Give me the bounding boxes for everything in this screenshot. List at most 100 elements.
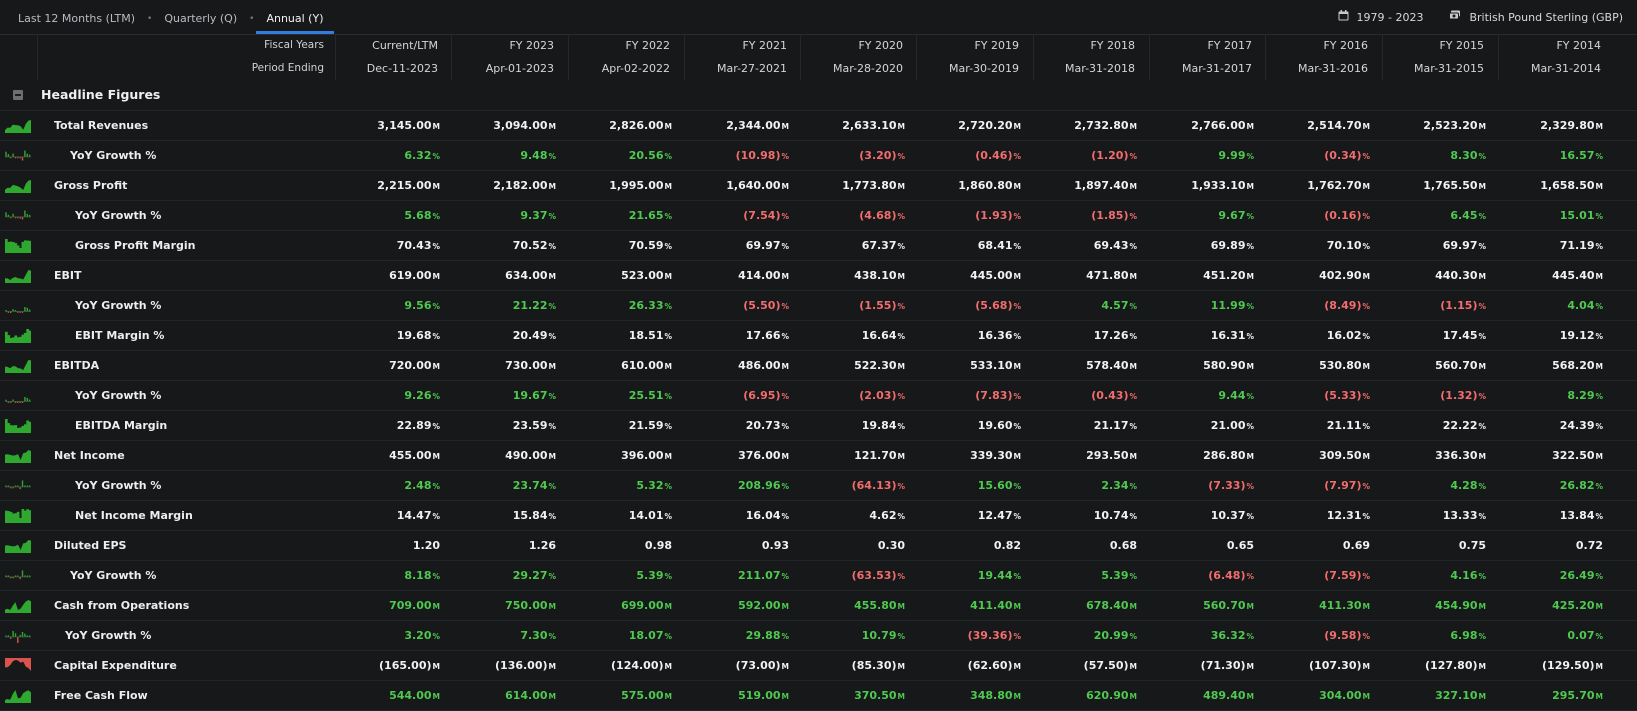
table-row[interactable]: YoY Growth % 5.68% 9.37% 21.65% (7.54)% (4.68…: [0, 201, 1637, 231]
value-cell: 370.50M: [795, 681, 905, 711]
value-cell: 19.44%: [911, 561, 1021, 591]
value-number: 414.00: [738, 269, 781, 282]
table-row[interactable]: Net Income Margin 14.47% 15.84% 14.01% 16.04…: [0, 501, 1637, 531]
table-row[interactable]: Free Cash Flow 544.00M 614.00M 575.00M 519.0…: [0, 681, 1637, 711]
table-row[interactable]: YoY Growth % 9.56% 21.22% 26.33% (5.50)% (1.5…: [0, 291, 1637, 321]
table-row[interactable]: YoY Growth % 6.32% 9.48% 20.56% (10.98)% (3.2…: [0, 141, 1637, 171]
fiscal-year-header: FY 2020: [858, 39, 903, 52]
value-number: 293.50: [1086, 449, 1129, 462]
value-cell: 17.26%: [1027, 321, 1137, 351]
value-unit: %: [548, 392, 556, 401]
value-cell: 20.99%: [1027, 621, 1137, 651]
value-unit: %: [1478, 332, 1486, 341]
value-number: 3.20: [404, 629, 432, 642]
table-row[interactable]: YoY Growth % 9.26% 19.67% 25.51% (6.95)% (2.0…: [0, 381, 1637, 411]
value-unit: %: [1129, 572, 1137, 581]
table-row[interactable]: Gross Profit Margin 70.43% 70.52% 70.59% 69.…: [0, 231, 1637, 261]
table-row[interactable]: Cash from Operations 709.00M 750.00M 699.00…: [0, 591, 1637, 621]
value-cell: 0.75: [1376, 531, 1486, 560]
value-cell: 2,732.80M: [1027, 111, 1137, 141]
value-unit: M: [1129, 692, 1137, 701]
sparkline-chart: [5, 148, 31, 163]
currency-selector[interactable]: British Pound Sterling (GBP): [1449, 10, 1623, 24]
collapse-icon[interactable]: [13, 90, 23, 100]
value-unit: %: [548, 422, 556, 431]
value-unit: M: [432, 122, 440, 131]
table-row[interactable]: Diluted EPS 1.20 1.26 0.98 0.93 0.30 0.82 0.68 0…: [0, 531, 1637, 561]
value-cell: 304.00M: [1260, 681, 1370, 711]
table-row[interactable]: Capital Expenditure (165.00)M (136.00)M (12…: [0, 651, 1637, 681]
value-unit: %: [1129, 242, 1137, 251]
value-unit: %: [781, 392, 789, 401]
value-number: 2,215.00: [377, 179, 432, 192]
table-row[interactable]: EBITDA 720.00M 730.00M 610.00M 486.00M 522.30…: [0, 351, 1637, 381]
tab-annual[interactable]: Annual (Y): [256, 0, 334, 34]
value-cell: 560.70M: [1144, 591, 1254, 621]
value-number: 4.28: [1450, 479, 1478, 492]
value-number: 14.47: [396, 509, 432, 522]
value-number: 8.30: [1450, 149, 1478, 162]
value-cell: 29.27%: [446, 561, 556, 591]
value-unit: %: [1478, 152, 1486, 161]
value-cell: 24.39%: [1493, 411, 1603, 441]
value-cell: 16.57%: [1493, 141, 1603, 171]
table-row[interactable]: EBITDA Margin 22.89% 23.59% 21.59% 20.73% 19.…: [0, 411, 1637, 441]
value-cell: 69.97%: [679, 231, 789, 261]
value-unit: M: [1246, 182, 1254, 191]
table-row[interactable]: YoY Growth % 2.48% 23.74% 5.32% 208.96% (64.1…: [0, 471, 1637, 501]
section-header-headline-figures[interactable]: Headline Figures: [0, 80, 1637, 111]
value-cell: 8.30%: [1376, 141, 1486, 171]
tab-ltm[interactable]: Last 12 Months (LTM): [18, 12, 136, 25]
value-cell: 15.01%: [1493, 201, 1603, 231]
table-row[interactable]: YoY Growth % 3.20% 7.30% 18.07% 29.88% 10.79%…: [0, 621, 1637, 651]
value-unit: %: [432, 422, 440, 431]
value-unit: M: [664, 602, 672, 611]
value-cell: 10.79%: [795, 621, 905, 651]
value-unit: M: [664, 272, 672, 281]
tab-quarterly[interactable]: Quarterly (Q): [164, 12, 238, 25]
value-number: 402.90: [1319, 269, 1362, 282]
value-unit: %: [664, 152, 672, 161]
period-ending-date: Dec-11-2023: [366, 62, 438, 75]
value-number: 9.99: [1218, 149, 1246, 162]
value-cell: 5.68%: [330, 201, 440, 231]
value-unit: %: [1129, 332, 1137, 341]
value-unit: M: [897, 122, 905, 131]
value-unit: %: [897, 632, 905, 641]
period-tabs: Last 12 Months (LTM) • Quarterly (Q) • A…: [18, 0, 334, 34]
sparkline-chart: [5, 658, 31, 673]
value-number: (1.93): [975, 209, 1013, 222]
value-number: 18.07: [628, 629, 664, 642]
table-row[interactable]: YoY Growth % 8.18% 29.27% 5.39% 211.07% (63.5…: [0, 561, 1637, 591]
column-divider: [1498, 34, 1499, 80]
value-number: 18.51: [628, 329, 664, 342]
table-row[interactable]: EBIT 619.00M 634.00M 523.00M 414.00M 438.10M 4…: [0, 261, 1637, 291]
table-row[interactable]: Total Revenues 3,145.00M 3,094.00M 2,826.00…: [0, 111, 1637, 141]
value-cell: 376.00M: [679, 441, 789, 471]
value-cell: 295.70M: [1493, 681, 1603, 711]
table-row[interactable]: Net Income 455.00M 490.00M 396.00M 376.00M 12…: [0, 441, 1637, 471]
value-cell: 490.00M: [446, 441, 556, 471]
value-cell: 1.20: [330, 531, 440, 560]
value-number: 1,933.10: [1191, 179, 1246, 192]
value-number: 2,344.00: [726, 119, 781, 132]
value-unit: M: [897, 692, 905, 701]
value-number: 71.19: [1559, 239, 1595, 252]
value-number: 19.68: [396, 329, 432, 342]
value-number: 26.82: [1559, 479, 1595, 492]
value-unit: M: [1595, 362, 1603, 371]
table-row[interactable]: Gross Profit 2,215.00M 2,182.00M 1,995.00M 1…: [0, 171, 1637, 201]
value-unit: %: [1595, 302, 1603, 311]
value-number: 9.37: [520, 209, 548, 222]
table-row[interactable]: EBIT Margin % 19.68% 20.49% 18.51% 17.66% 16.…: [0, 321, 1637, 351]
value-unit: M: [897, 662, 905, 671]
date-range-selector[interactable]: 1979 - 2023: [1338, 10, 1423, 24]
period-ending-date: Mar-31-2018: [1065, 62, 1135, 75]
value-cell: (1.32)%: [1376, 381, 1486, 411]
value-cell: 9.26%: [330, 381, 440, 411]
value-unit: M: [1246, 122, 1254, 131]
value-unit: M: [432, 602, 440, 611]
value-number: 12.47: [977, 509, 1013, 522]
value-number: 610.00: [621, 359, 664, 372]
value-number: 5.39: [636, 569, 664, 582]
